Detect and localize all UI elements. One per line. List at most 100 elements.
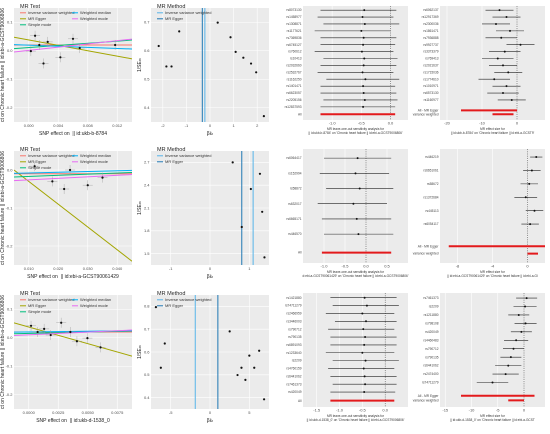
chart-svg: 0.000 0.004 0.008 0.012 0.1 0.0 -0.1 -0.2 MR Tes… bbox=[0, 4, 132, 137]
x-tick-label: 1 bbox=[232, 123, 235, 128]
snp-label: All bbox=[298, 112, 302, 116]
x-axis-label: SNP effect on || id:ukb-b-8784 bbox=[39, 131, 107, 137]
estimate-point bbox=[524, 196, 527, 199]
legend-label: Weighted median bbox=[80, 153, 111, 158]
plot-layer bbox=[14, 161, 132, 262]
forest-title: || id:ukb-d-1538_0' on 'Chronic heart fa… bbox=[450, 418, 535, 422]
forest-title: MR effect size for bbox=[480, 270, 506, 274]
y-tick-label: -0.2 bbox=[6, 392, 14, 397]
data-point bbox=[165, 65, 168, 68]
legend-label: MR Egger bbox=[28, 303, 47, 308]
snp-label: rs1421880 bbox=[286, 296, 301, 300]
y-tick-label: -0.2 bbox=[6, 105, 14, 110]
snp-label: rs7461373 bbox=[286, 382, 301, 386]
forest-title: || id:ukb-b-8784' on 'Chronic heart fail… bbox=[451, 131, 535, 135]
data-point bbox=[60, 321, 63, 324]
snp-label: rs6651061 bbox=[423, 169, 438, 173]
x-tick-label: -10 bbox=[479, 121, 486, 126]
estimate-point bbox=[361, 71, 364, 74]
snp-label: rs152994 bbox=[288, 171, 302, 175]
forest-title: MR effect size for bbox=[480, 127, 506, 131]
x-axis-label: βℓₙ bbox=[207, 274, 213, 280]
estimate-point bbox=[361, 351, 364, 354]
estimate-point bbox=[363, 296, 366, 299]
data-point bbox=[42, 62, 45, 65]
legend-title: MR Method bbox=[157, 4, 185, 10]
x-tick-label: -5 bbox=[169, 410, 173, 415]
snp-label: rs790135 bbox=[288, 335, 302, 339]
x-tick-label: 0 bbox=[209, 123, 212, 128]
x-tick-label: -8 bbox=[456, 264, 460, 269]
forest-plot-2-2: -1.5 -1.0 -0.5 0.0 rs1421880 rs74711279 rs2466… bbox=[275, 287, 411, 429]
estimate-point bbox=[363, 375, 366, 378]
x-tick-label: -15 bbox=[442, 408, 449, 413]
y-axis-label: ct on Chronic heart failure || id:ebi-a-… bbox=[0, 8, 6, 122]
chart-svg: 0.010 0.020 0.030 0.040 0.0 -0.1 -0.2 MR TestIn… bbox=[0, 147, 132, 280]
forest-title: MR leave-one-out sensitivity analysis fo… bbox=[327, 414, 385, 418]
data-point bbox=[240, 225, 243, 229]
y-tick-label: 0.4 bbox=[144, 105, 150, 110]
data-point bbox=[78, 46, 81, 50]
snp-label: rs1401471 bbox=[286, 84, 301, 88]
snp-label: rs1233640 bbox=[286, 351, 301, 355]
data-point bbox=[154, 306, 158, 309]
forest-plot-2-3: -15 -10 -5 0 rs7461373 rs2209 rs1211880 rs79810… bbox=[395, 287, 548, 429]
snp-label: rs74711279 bbox=[285, 304, 302, 308]
regression-line bbox=[14, 44, 132, 50]
data-point bbox=[63, 187, 66, 191]
snp-label: rs1372684 bbox=[423, 195, 438, 199]
data-point bbox=[68, 168, 72, 172]
data-point bbox=[38, 43, 41, 47]
estimate-point bbox=[362, 105, 365, 108]
estimate-point bbox=[362, 92, 365, 95]
estimate-point bbox=[530, 169, 533, 172]
snp-label: rs1715036 bbox=[423, 70, 438, 74]
estimate-point bbox=[361, 312, 364, 315]
plot-layer bbox=[231, 151, 266, 265]
x-tick-label: -1.0 bbox=[329, 121, 337, 126]
snp-label: rs6064417 bbox=[286, 156, 301, 160]
snp-label: rs1861471 bbox=[423, 29, 438, 33]
data-point bbox=[236, 373, 239, 377]
data-point bbox=[69, 330, 72, 334]
legend-title: MR Method bbox=[157, 291, 185, 297]
data-point bbox=[71, 37, 75, 40]
data-point bbox=[86, 184, 89, 187]
y-axis-label: ct on Chronic heart failure || id:ebi-a-… bbox=[0, 151, 6, 265]
estimate-point bbox=[363, 57, 366, 60]
x-tick-label: 5 bbox=[248, 410, 251, 415]
estimate-point bbox=[505, 16, 508, 19]
x-tick-label: 0.040 bbox=[112, 266, 123, 271]
regression-line bbox=[14, 171, 132, 178]
legend-label: MR Egger bbox=[165, 16, 184, 21]
snp-label: rs790712 bbox=[425, 347, 439, 351]
snp-label: rs2032660 bbox=[286, 64, 301, 68]
estimate-point bbox=[498, 9, 501, 12]
snp-label: rs445113 bbox=[425, 209, 438, 213]
estimate-point bbox=[357, 233, 360, 236]
scatter-plot-1-0: 0.010 0.020 0.030 0.040 0.0 -0.1 -0.2 MR Test In… bbox=[0, 143, 136, 285]
y-tick-label: 0.6 bbox=[144, 48, 150, 53]
snp-label: rs74711279 bbox=[422, 381, 439, 385]
snp-label: rs9927737 bbox=[423, 43, 438, 47]
x-tick-label: 0.000 bbox=[24, 123, 35, 128]
snp-label: rs2209 bbox=[429, 305, 439, 309]
legend-title: MR Test bbox=[20, 147, 41, 153]
estimate-point bbox=[529, 223, 532, 226]
estimate-point bbox=[524, 305, 527, 308]
snp-label: rs2021637 bbox=[423, 64, 438, 68]
y-tick-label: 0.8 bbox=[144, 304, 150, 309]
y-tick-label: 0.7 bbox=[144, 20, 150, 25]
snp-label: rs790135 bbox=[425, 355, 439, 359]
snp-label: rs6665171 bbox=[286, 217, 301, 221]
snp-label: rs7461373 bbox=[423, 296, 438, 300]
x-tick-label: -1.0 bbox=[336, 408, 344, 413]
snp-label: rs2209 bbox=[292, 359, 302, 363]
x-tick-label: -5 bbox=[496, 408, 500, 413]
data-point bbox=[29, 324, 33, 327]
estimate-point bbox=[356, 157, 359, 160]
